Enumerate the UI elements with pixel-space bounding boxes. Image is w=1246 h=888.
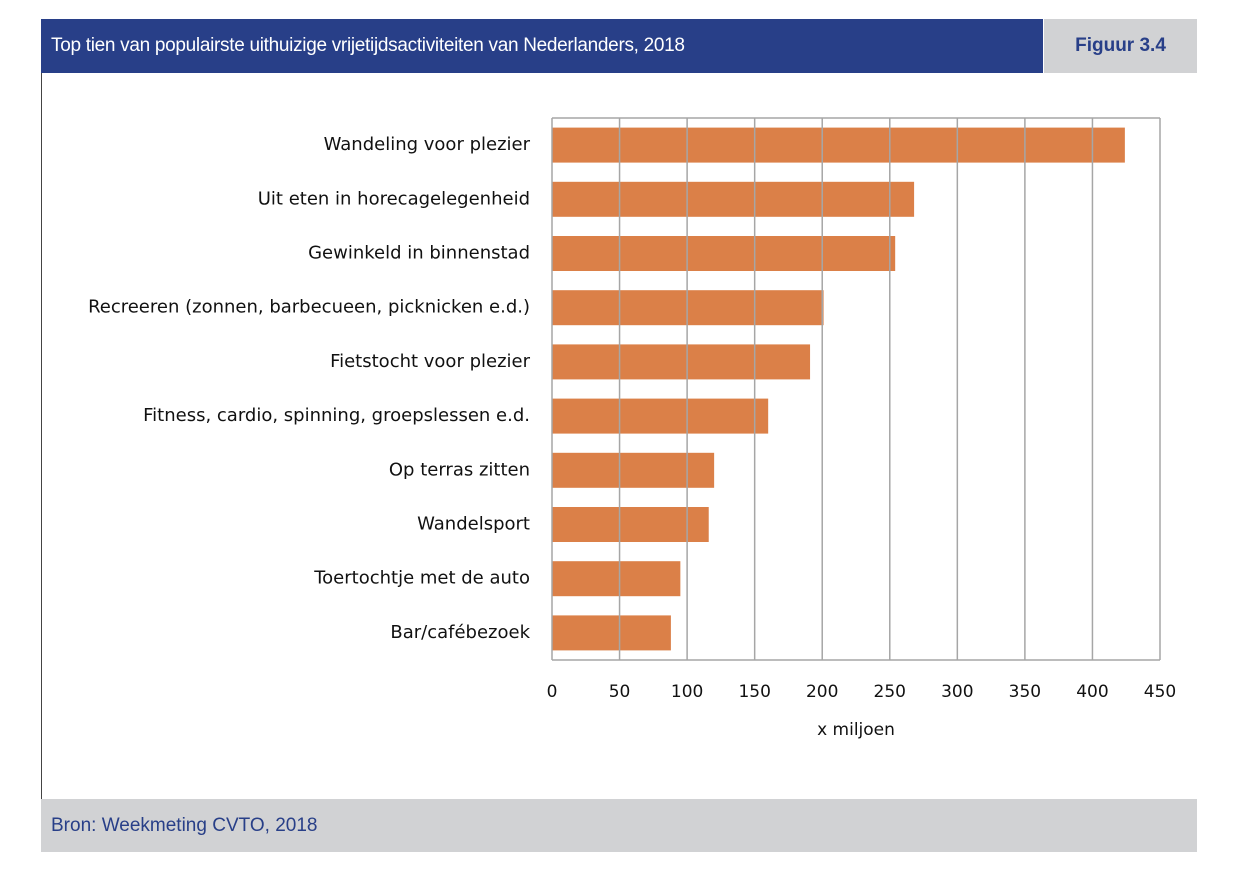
bar [552, 127, 1125, 163]
category-label: Bar/cafébezoek [390, 622, 530, 643]
category-label: Fietstocht voor plezier [330, 351, 531, 372]
category-label: Wandelsport [417, 514, 530, 535]
bar [552, 398, 769, 434]
bar [552, 561, 681, 597]
x-tick-label: 300 [941, 682, 973, 702]
bar [552, 615, 671, 651]
bar [552, 236, 896, 271]
x-tick-label: 100 [671, 682, 703, 702]
bar [552, 452, 715, 488]
chart-title: Top tien van populairste uithuizige vrij… [41, 19, 1043, 73]
category-label: Wandeling voor plezier [324, 134, 531, 155]
category-label: Recreeren (zonnen, barbecueen, picknicke… [88, 297, 530, 318]
x-tick-label: 350 [1009, 682, 1041, 702]
figure-label: Figuur 3.4 [1044, 19, 1197, 73]
left-border [41, 73, 42, 852]
category-label: Op terras zitten [389, 459, 530, 480]
category-label: Uit eten in horecagelegenheid [258, 188, 530, 209]
x-axis-label: x miljoen [817, 720, 895, 740]
category-label: Toertochtje met de auto [313, 568, 530, 589]
bar [552, 507, 709, 542]
x-tick-label: 0 [547, 682, 558, 702]
bar [552, 181, 915, 217]
x-tick-label: 150 [738, 682, 770, 702]
source-note: Bron: Weekmeting CVTO, 2018 [41, 799, 1197, 852]
category-label: Fitness, cardio, spinning, groepslessen … [143, 405, 530, 426]
x-tick-label: 250 [874, 682, 906, 702]
x-tick-label: 50 [609, 682, 631, 702]
category-label: Gewinkeld in binnenstad [308, 243, 530, 264]
x-tick-label: 200 [806, 682, 838, 702]
x-tick-label: 450 [1144, 682, 1176, 702]
x-tick-label: 400 [1076, 682, 1108, 702]
bar [552, 344, 811, 380]
